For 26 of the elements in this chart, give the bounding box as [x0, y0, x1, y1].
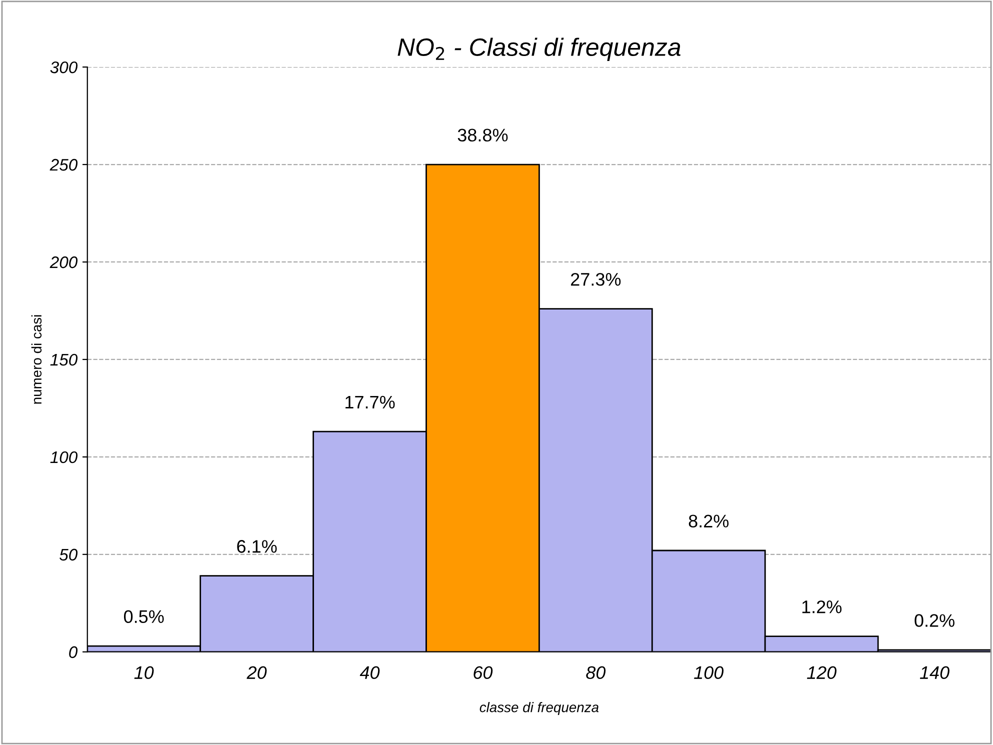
annotation: 27.3% — [570, 272, 621, 286]
x-tick-label: 60 — [474, 666, 493, 680]
annotation: 8.2% — [688, 514, 729, 528]
y-tick-label: 0 — [69, 646, 78, 658]
annotation: 6.1% — [237, 540, 277, 553]
annotation: 38.8% — [458, 128, 508, 142]
x-axis-title: classe di frequenza — [480, 702, 599, 715]
chart-title: NO$_{2}$ - Classi di frequenza — [398, 38, 680, 61]
y-axis-title: numero di casi — [31, 315, 42, 404]
x-tick-label: 40 — [360, 666, 380, 680]
x-tick-label: 120 — [806, 666, 836, 680]
y-tick-label: 100 — [50, 451, 78, 464]
y-tick-label: 150 — [50, 354, 78, 366]
x-tick-label: 80 — [586, 666, 606, 680]
annotation: 17.7% — [346, 396, 395, 409]
x-tick-label: 140 — [920, 666, 950, 680]
annotation: 1.2% — [802, 600, 842, 614]
y-tick-label: 50 — [60, 548, 78, 561]
annotation: 0.2% — [914, 614, 954, 627]
x-tick-label: 10 — [134, 666, 154, 680]
y-tick-label: 250 — [50, 158, 78, 171]
y-tick-label: 200 — [50, 256, 78, 268]
annotation: 0.5% — [124, 610, 164, 624]
x-tick-label: 100 — [694, 666, 724, 680]
x-tick-label: 20 — [246, 666, 267, 680]
y-tick-label: 300 — [50, 61, 78, 74]
